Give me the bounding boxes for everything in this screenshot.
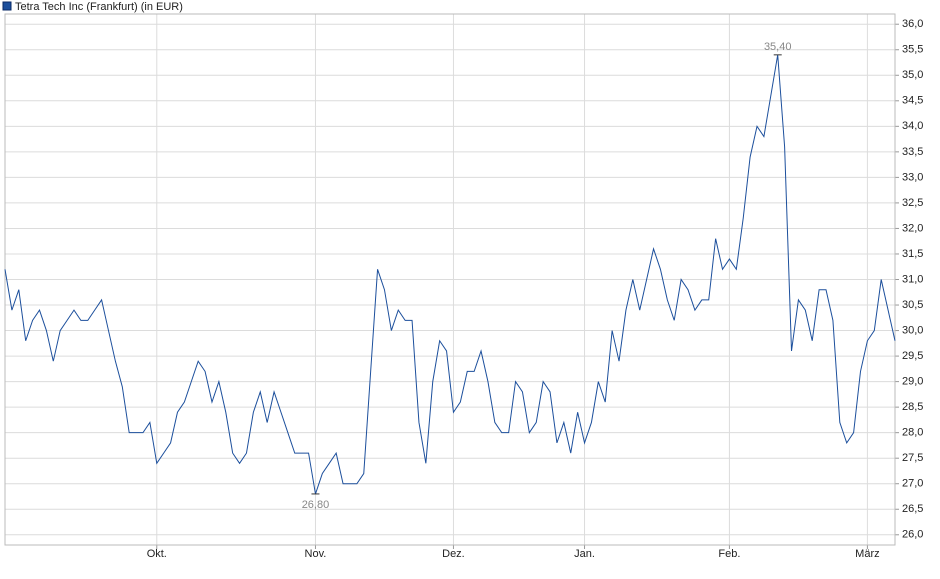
y-tick-label: 26,5 (902, 503, 923, 515)
x-tick-label: März (855, 548, 879, 560)
x-tick-label: Jan. (574, 548, 595, 560)
price-line (4, 54, 896, 495)
y-tick-label: 28,5 (902, 401, 923, 413)
y-tick-label: 28,0 (902, 427, 923, 439)
x-tick-label: Okt. (147, 548, 167, 560)
y-tick-label: 31,5 (902, 248, 923, 260)
y-tick-label: 29,5 (902, 350, 923, 362)
legend-swatch (2, 1, 12, 11)
value-label: 26,80 (302, 499, 330, 511)
y-tick-label: 27,5 (902, 452, 923, 464)
y-tick-label: 33,0 (902, 171, 923, 183)
y-tick-label: 35,5 (902, 44, 923, 56)
plot-frame (4, 13, 896, 546)
x-tick-label: Nov. (305, 548, 327, 560)
y-tick-label: 33,5 (902, 146, 923, 158)
x-tick-label: Feb. (718, 548, 740, 560)
x-tick-label: Dez. (442, 548, 465, 560)
y-tick-label: 26,0 (902, 529, 923, 541)
y-tick-label: 30,5 (902, 299, 923, 311)
y-tick-label: 34,0 (902, 120, 923, 132)
y-tick-label: 34,5 (902, 95, 923, 107)
y-tick-label: 30,0 (902, 324, 923, 336)
value-label: 35,40 (764, 41, 792, 53)
y-tick-label: 35,0 (902, 69, 923, 81)
y-tick-label: 27,0 (902, 478, 923, 490)
y-tick-label: 32,5 (902, 197, 923, 209)
y-tick-label: 31,0 (902, 273, 923, 285)
y-tick-label: 36,0 (902, 18, 923, 30)
y-tick-label: 29,0 (902, 376, 923, 388)
y-tick-label: 32,0 (902, 222, 923, 234)
legend-label: Tetra Tech Inc (Frankfurt) (in EUR) (15, 1, 183, 13)
